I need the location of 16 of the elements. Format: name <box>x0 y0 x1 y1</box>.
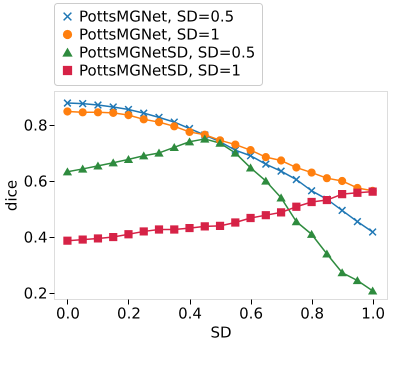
y-axis-title: dice <box>2 180 21 212</box>
legend-label: PottsMGNetSD, SD=1 <box>79 62 241 80</box>
y-tick-label: 0.4 <box>24 228 48 247</box>
legend-label: PottsMGNet, SD=1 <box>79 26 220 44</box>
x-tick-label: 0.0 <box>56 304 80 322</box>
x-tick-label: 1.0 <box>361 304 386 322</box>
x-tick-label: 0.6 <box>239 304 263 322</box>
legend-label: PottsMGNet, SD=0.5 <box>79 8 234 26</box>
y-tick-label: 0.2 <box>24 284 48 303</box>
y-tick-label: 0.6 <box>24 172 48 190</box>
x-tick-label: 0.2 <box>117 304 141 322</box>
legend-label: PottsMGNetSD, SD=0.5 <box>79 44 256 62</box>
x-axis-title: SD <box>210 324 232 342</box>
x-tick-label: 0.8 <box>300 304 324 322</box>
y-tick-label: 0.8 <box>24 116 48 134</box>
x-tick-label: 0.4 <box>178 304 202 322</box>
